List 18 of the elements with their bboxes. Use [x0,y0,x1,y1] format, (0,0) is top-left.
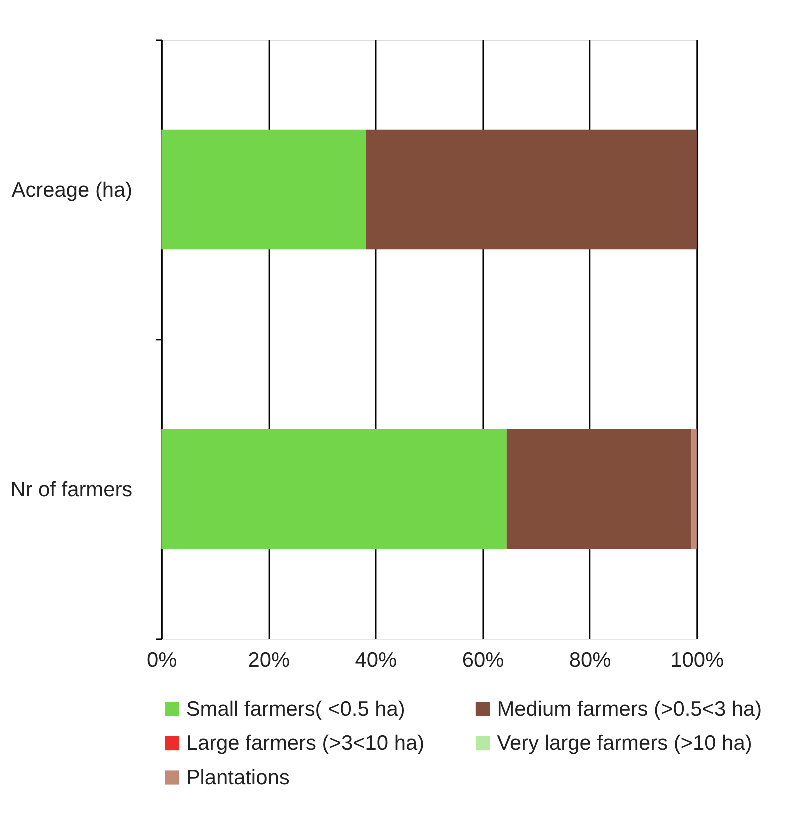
x-tick-label: 100% [670,649,724,672]
bar [692,429,697,550]
bar [162,429,507,550]
bar [506,429,692,550]
x-tick-label: 80% [569,649,612,672]
x-tick-label: 60% [462,649,504,672]
y-tick-label: Nr of farmers [10,478,133,502]
x-tick-label: 0% [146,649,178,672]
legend-label: Small farmers( <0.5 ha) [186,698,406,721]
legend-label: Medium farmers (>0.5<3 ha) [497,698,762,721]
legend-label: Very large farmers (>10 ha) [497,732,752,756]
legend-label: Plantations [186,766,290,790]
y-tick-label: Acreage (ha) [12,178,133,202]
bar [366,130,697,250]
x-tick-label: 40% [355,649,398,672]
bar [162,130,366,250]
x-tick-label: 20% [248,649,290,672]
legend-label: Large farmers (>3<10 ha) [186,732,425,756]
